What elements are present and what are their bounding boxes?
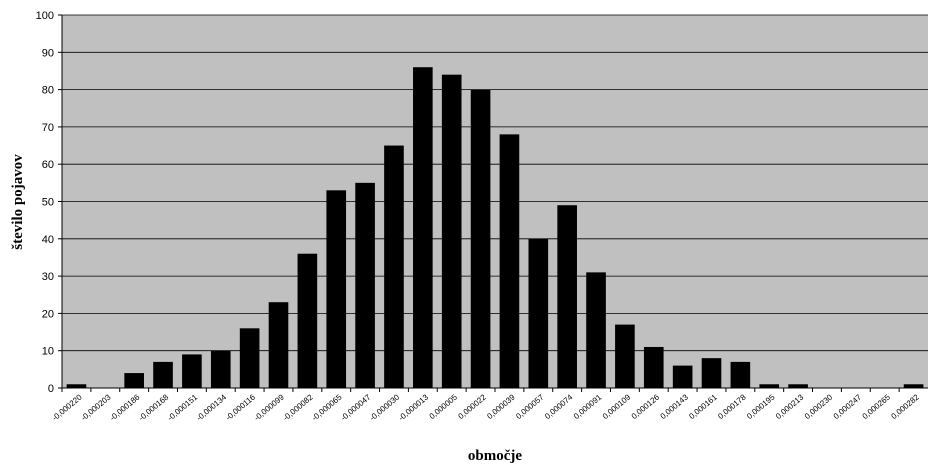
x-tick-label: 0,000109 <box>601 392 633 421</box>
y-tick-labels: 0 10 20 30 40 50 60 70 80 90 100 <box>36 10 62 395</box>
x-tick-label: -0,000030 <box>368 392 402 422</box>
bar <box>701 358 722 388</box>
x-tick-label: -0,000082 <box>281 392 315 422</box>
gridlines <box>62 14 928 352</box>
x-tick-label: 0,000126 <box>630 392 662 421</box>
y-tick-label: 80 <box>42 85 54 97</box>
x-tick-label: -0,000203 <box>79 392 113 422</box>
x-tick-label: -0,000013 <box>397 392 431 422</box>
x-tick-label: 0,000039 <box>485 392 517 421</box>
x-tick-label: -0,000168 <box>137 392 171 422</box>
x-axis-title: območje <box>468 448 522 464</box>
bars <box>66 67 924 389</box>
x-tick-label: 0,000282 <box>890 392 922 421</box>
x-tick-label: 0,000091 <box>572 392 604 421</box>
x-tick-label: -0,000047 <box>339 392 373 422</box>
bar <box>903 384 924 388</box>
y-tick-label: 50 <box>42 197 54 209</box>
bar <box>528 238 549 388</box>
bar <box>384 145 404 388</box>
x-tick-label: 0,000057 <box>514 392 546 421</box>
y-tick-label: 10 <box>42 346 54 358</box>
x-tick-label: 0,000178 <box>716 392 748 421</box>
y-tick-label: 30 <box>42 271 54 283</box>
bar <box>730 361 751 388</box>
y-tick-label: 70 <box>42 122 54 134</box>
bar <box>66 384 87 388</box>
bar <box>268 302 289 388</box>
bar <box>413 67 433 388</box>
bar <box>239 328 260 388</box>
bar <box>615 324 635 388</box>
x-tick-label: -0,000099 <box>252 392 286 422</box>
bar <box>672 365 693 388</box>
bar <box>182 354 202 388</box>
bar <box>586 272 606 388</box>
x-tick-labels: -0,000220-0,000203-0,000186-0,000168-0,0… <box>50 388 921 423</box>
bar <box>759 384 780 388</box>
x-tick-label: 0,000005 <box>428 392 460 421</box>
x-tick-label: -0,000151 <box>166 392 200 422</box>
bar <box>210 350 231 388</box>
y-axis-title: število pojavov <box>10 154 26 250</box>
x-tick-label: -0,000220 <box>50 392 84 422</box>
y-tick-label: 40 <box>42 234 54 246</box>
y-tick-label: 100 <box>36 10 54 22</box>
x-tick-label: 0,000161 <box>687 392 719 421</box>
x-tick-label: -0,000065 <box>310 392 344 422</box>
bar <box>643 346 664 388</box>
bar <box>326 190 347 388</box>
y-tick-label: 90 <box>42 47 54 59</box>
bar <box>297 253 318 388</box>
y-tick-label: 60 <box>42 159 54 171</box>
x-tick-label: 0,000247 <box>832 392 864 421</box>
x-tick-label: 0,000230 <box>803 392 835 421</box>
x-tick-label: 0,000074 <box>543 392 575 421</box>
bar <box>557 205 577 388</box>
bar <box>441 74 462 389</box>
bar <box>355 182 375 388</box>
bar <box>499 134 520 388</box>
x-tick-label: -0,000134 <box>195 392 229 422</box>
bar <box>153 361 173 388</box>
bar <box>124 373 144 388</box>
x-tick-label: 0,000022 <box>457 392 489 421</box>
y-tick-label: 0 <box>48 383 54 395</box>
bar <box>470 89 491 388</box>
x-tick-label: -0,000116 <box>224 392 257 422</box>
x-tick-label: 0,000143 <box>659 392 691 421</box>
y-tick-label: 20 <box>42 308 54 320</box>
bar <box>788 384 808 388</box>
x-tick-label: 0,000213 <box>774 392 806 421</box>
x-tick-label: -0,000186 <box>108 392 142 422</box>
x-tick-label: 0,000195 <box>745 392 777 421</box>
x-tick-label: 0,000265 <box>861 392 893 421</box>
